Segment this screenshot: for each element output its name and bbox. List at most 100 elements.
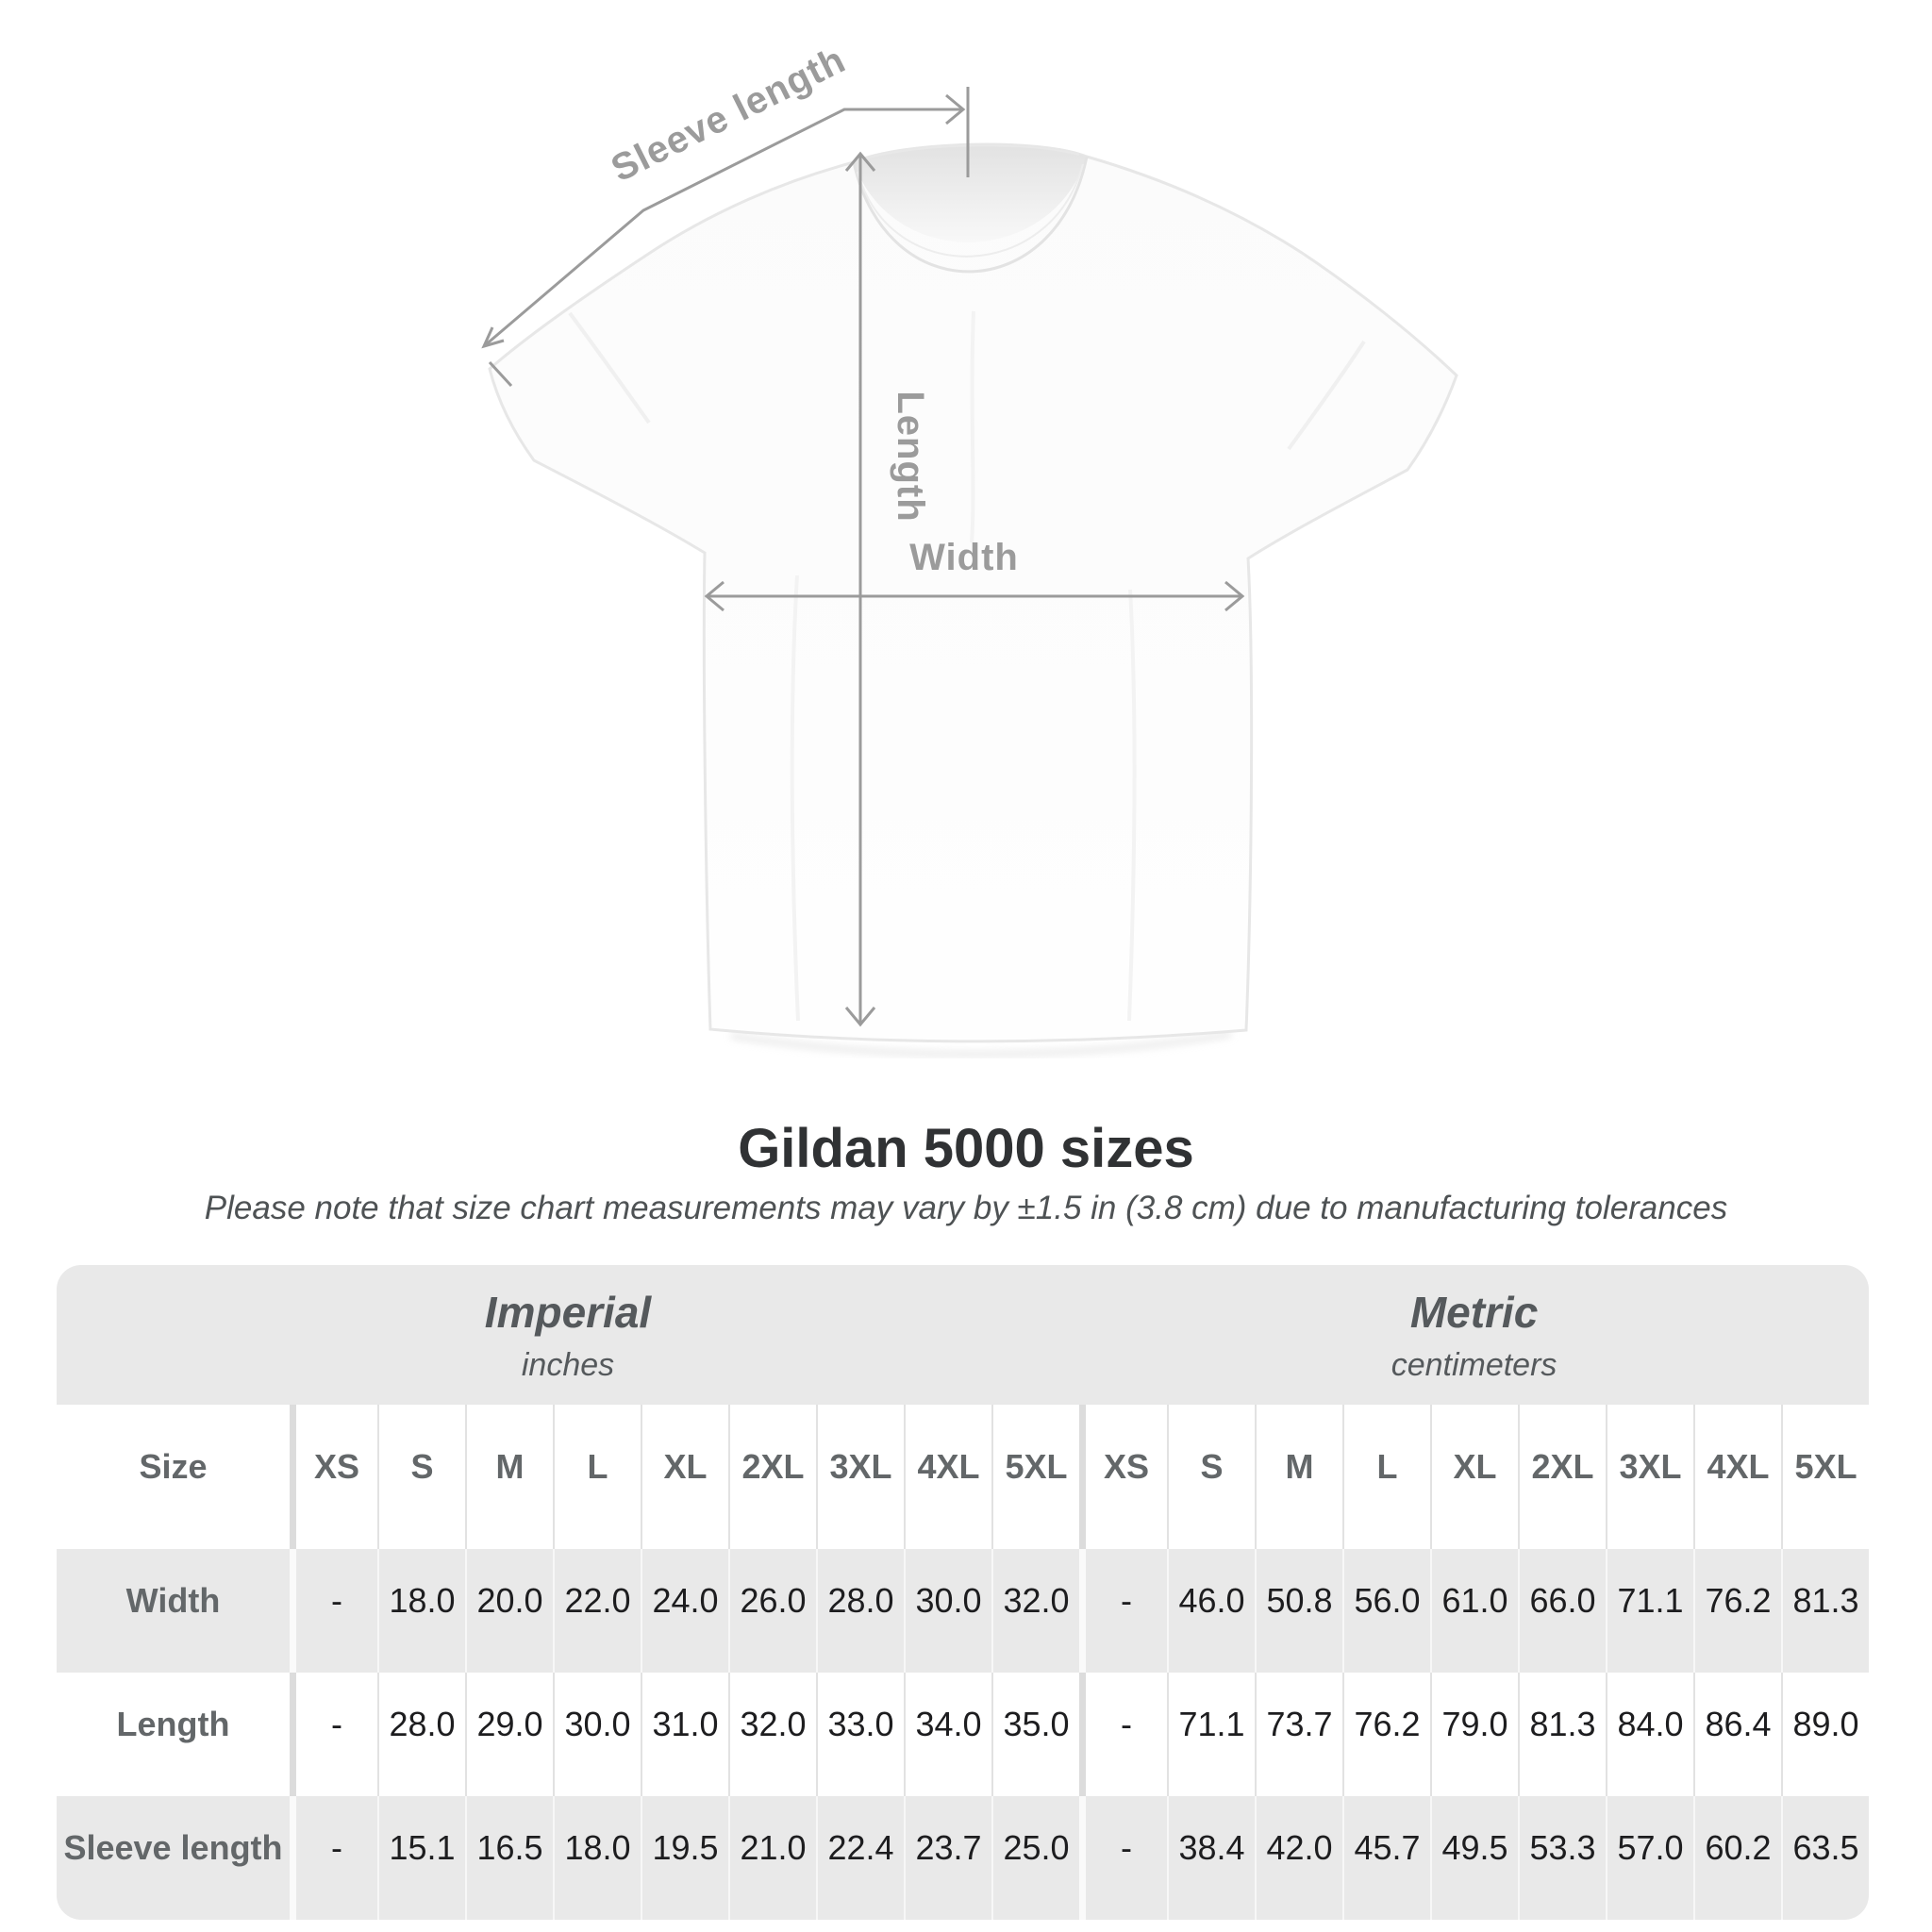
imperial-unit-label: inches	[521, 1346, 615, 1383]
metric-label: Metric	[1409, 1287, 1539, 1337]
collar-band-outer	[852, 156, 1089, 274]
tolerance-note: Please note that size chart measurements…	[204, 1190, 1728, 1226]
value-cell: 73.7	[1255, 1673, 1343, 1796]
value-cell: 57.0	[1606, 1796, 1694, 1920]
value-cell: 28.0	[377, 1673, 465, 1796]
value-cell: 50.8	[1255, 1549, 1343, 1673]
page-title: Gildan 5000 sizes	[738, 1118, 1194, 1179]
size-header-cell: L	[1342, 1405, 1431, 1549]
value-cell: 22.0	[553, 1549, 641, 1673]
value-cell: 32.0	[991, 1549, 1080, 1673]
value-cell: 31.0	[641, 1673, 728, 1796]
value-cell: 20.0	[465, 1549, 553, 1673]
size-header-cell: 2XL	[728, 1405, 816, 1549]
value-cell: -	[290, 1796, 377, 1920]
value-cell: 19.5	[641, 1796, 728, 1920]
value-cell: 86.4	[1693, 1673, 1782, 1796]
value-cell: 66.0	[1518, 1549, 1607, 1673]
size-table: Imperial inches Metric centimeters Size …	[57, 1265, 1870, 1920]
value-cell: 38.4	[1167, 1796, 1256, 1920]
value-cell: -	[1079, 1796, 1168, 1920]
hem-shadow	[730, 1030, 1232, 1058]
size-header-cell: XS	[290, 1405, 377, 1549]
value-cell: -	[1079, 1673, 1168, 1796]
size-header-cell: M	[465, 1405, 553, 1549]
value-cell: -	[290, 1549, 377, 1673]
value-cell: 30.0	[553, 1673, 641, 1796]
size-header-cell: 5XL	[1781, 1405, 1870, 1549]
size-header-cell: XS	[1079, 1405, 1168, 1549]
value-cell: 23.7	[904, 1796, 991, 1920]
value-cell: 76.2	[1342, 1673, 1431, 1796]
measurement-row-width: Width - 18.0 20.0 22.0 24.0 26.0 28.0 30…	[57, 1549, 1870, 1673]
size-header-row: Size XS S M L XL 2XL 3XL 4XL 5XL XS S M …	[57, 1405, 1870, 1549]
size-column-header: Size	[57, 1405, 290, 1549]
value-cell: 18.0	[377, 1549, 465, 1673]
value-cell: 53.3	[1518, 1796, 1607, 1920]
size-header-cell: XL	[641, 1405, 728, 1549]
width-dimension-line: Width	[704, 537, 1245, 612]
size-header-cell: 4XL	[904, 1405, 991, 1549]
metric-group-header: Metric centimeters	[1079, 1265, 1870, 1405]
collar	[852, 144, 1089, 274]
size-header-cell: 3XL	[1606, 1405, 1694, 1549]
neck-opening	[854, 144, 1087, 242]
collar-stitch	[857, 163, 1084, 258]
collar-back-edge	[865, 144, 1080, 159]
tshirt-measurement-diagram: Sleeve length Length Width	[481, 39, 1458, 1058]
value-cell: 24.0	[641, 1549, 728, 1673]
size-header-cell: 3XL	[816, 1405, 904, 1549]
value-cell: 45.7	[1342, 1796, 1431, 1920]
length-dimension-line: Length	[844, 151, 931, 1027]
value-cell: 32.0	[728, 1673, 816, 1796]
value-cell: 42.0	[1255, 1796, 1343, 1920]
value-cell: 84.0	[1606, 1673, 1694, 1796]
fabric-folds	[568, 310, 1366, 1022]
value-cell: 25.0	[991, 1796, 1080, 1920]
value-cell: 46.0	[1167, 1549, 1256, 1673]
size-header-cell: 5XL	[991, 1405, 1080, 1549]
value-cell: 28.0	[816, 1549, 904, 1673]
value-cell: 15.1	[377, 1796, 465, 1920]
row-label: Length	[57, 1673, 290, 1796]
size-header-cell: M	[1255, 1405, 1343, 1549]
value-cell: 71.1	[1606, 1549, 1694, 1673]
value-cell: 29.0	[465, 1673, 553, 1796]
value-cell: 35.0	[991, 1673, 1080, 1796]
value-cell: 34.0	[904, 1673, 991, 1796]
size-header-cell: L	[553, 1405, 641, 1549]
length-label: Length	[890, 391, 931, 522]
value-cell: -	[1079, 1549, 1168, 1673]
size-header-cell: S	[377, 1405, 465, 1549]
value-cell: 49.5	[1430, 1796, 1519, 1920]
unit-groups-row: Imperial inches Metric centimeters	[57, 1265, 1870, 1405]
imperial-label: Imperial	[484, 1287, 652, 1337]
imperial-group-header: Imperial inches	[57, 1265, 1080, 1405]
value-cell: 18.0	[553, 1796, 641, 1920]
value-cell: 71.1	[1167, 1673, 1256, 1796]
width-label: Width	[909, 537, 1019, 578]
value-cell: 76.2	[1693, 1549, 1782, 1673]
value-cell: 30.0	[904, 1549, 991, 1673]
size-header-cell: 4XL	[1693, 1405, 1782, 1549]
value-cell: 60.2	[1693, 1796, 1782, 1920]
value-cell: 56.0	[1342, 1549, 1431, 1673]
size-header-cell: 2XL	[1518, 1405, 1607, 1549]
value-cell: 61.0	[1430, 1549, 1519, 1673]
value-cell: 63.5	[1781, 1796, 1870, 1920]
row-label: Sleeve length	[57, 1796, 290, 1920]
value-cell: 16.5	[465, 1796, 553, 1920]
row-label: Width	[57, 1549, 290, 1673]
value-cell: 33.0	[816, 1673, 904, 1796]
size-header-cell: S	[1167, 1405, 1256, 1549]
value-cell: 81.3	[1781, 1549, 1870, 1673]
metric-unit-label: centimeters	[1391, 1346, 1557, 1383]
value-cell: 22.4	[816, 1796, 904, 1920]
value-cell: -	[290, 1673, 377, 1796]
tshirt-diagram-svg: Sleeve length Length Width	[481, 39, 1458, 1058]
value-cell: 21.0	[728, 1796, 816, 1920]
measurement-row-sleeve-length: Sleeve length - 15.1 16.5 18.0 19.5 21.0…	[57, 1796, 1870, 1920]
size-header-cell: XL	[1430, 1405, 1519, 1549]
tshirt-body	[488, 142, 1458, 1043]
value-cell: 79.0	[1430, 1673, 1519, 1796]
